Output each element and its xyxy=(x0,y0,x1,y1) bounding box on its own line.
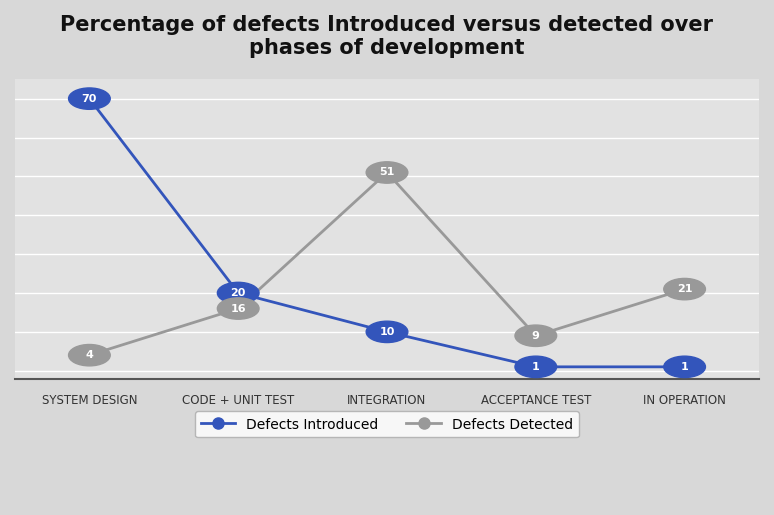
Text: 70: 70 xyxy=(82,94,97,104)
Title: Percentage of defects Introduced versus detected over
phases of development: Percentage of defects Introduced versus … xyxy=(60,15,714,58)
Text: 1: 1 xyxy=(532,362,539,372)
Text: 1: 1 xyxy=(680,362,689,372)
Text: 21: 21 xyxy=(676,284,693,294)
Text: 20: 20 xyxy=(231,288,246,298)
Text: 10: 10 xyxy=(379,327,395,337)
Ellipse shape xyxy=(69,345,110,366)
Text: 9: 9 xyxy=(532,331,539,341)
Ellipse shape xyxy=(217,282,259,304)
Text: 51: 51 xyxy=(379,167,395,178)
Ellipse shape xyxy=(217,298,259,319)
Text: 16: 16 xyxy=(231,303,246,314)
Text: 4: 4 xyxy=(85,350,94,360)
Ellipse shape xyxy=(366,162,408,183)
Ellipse shape xyxy=(664,356,705,377)
Legend: Defects Introduced, Defects Detected: Defects Introduced, Defects Detected xyxy=(195,411,579,437)
Ellipse shape xyxy=(366,321,408,342)
Ellipse shape xyxy=(69,88,110,109)
Ellipse shape xyxy=(515,356,557,377)
Ellipse shape xyxy=(664,279,705,300)
Ellipse shape xyxy=(515,325,557,347)
